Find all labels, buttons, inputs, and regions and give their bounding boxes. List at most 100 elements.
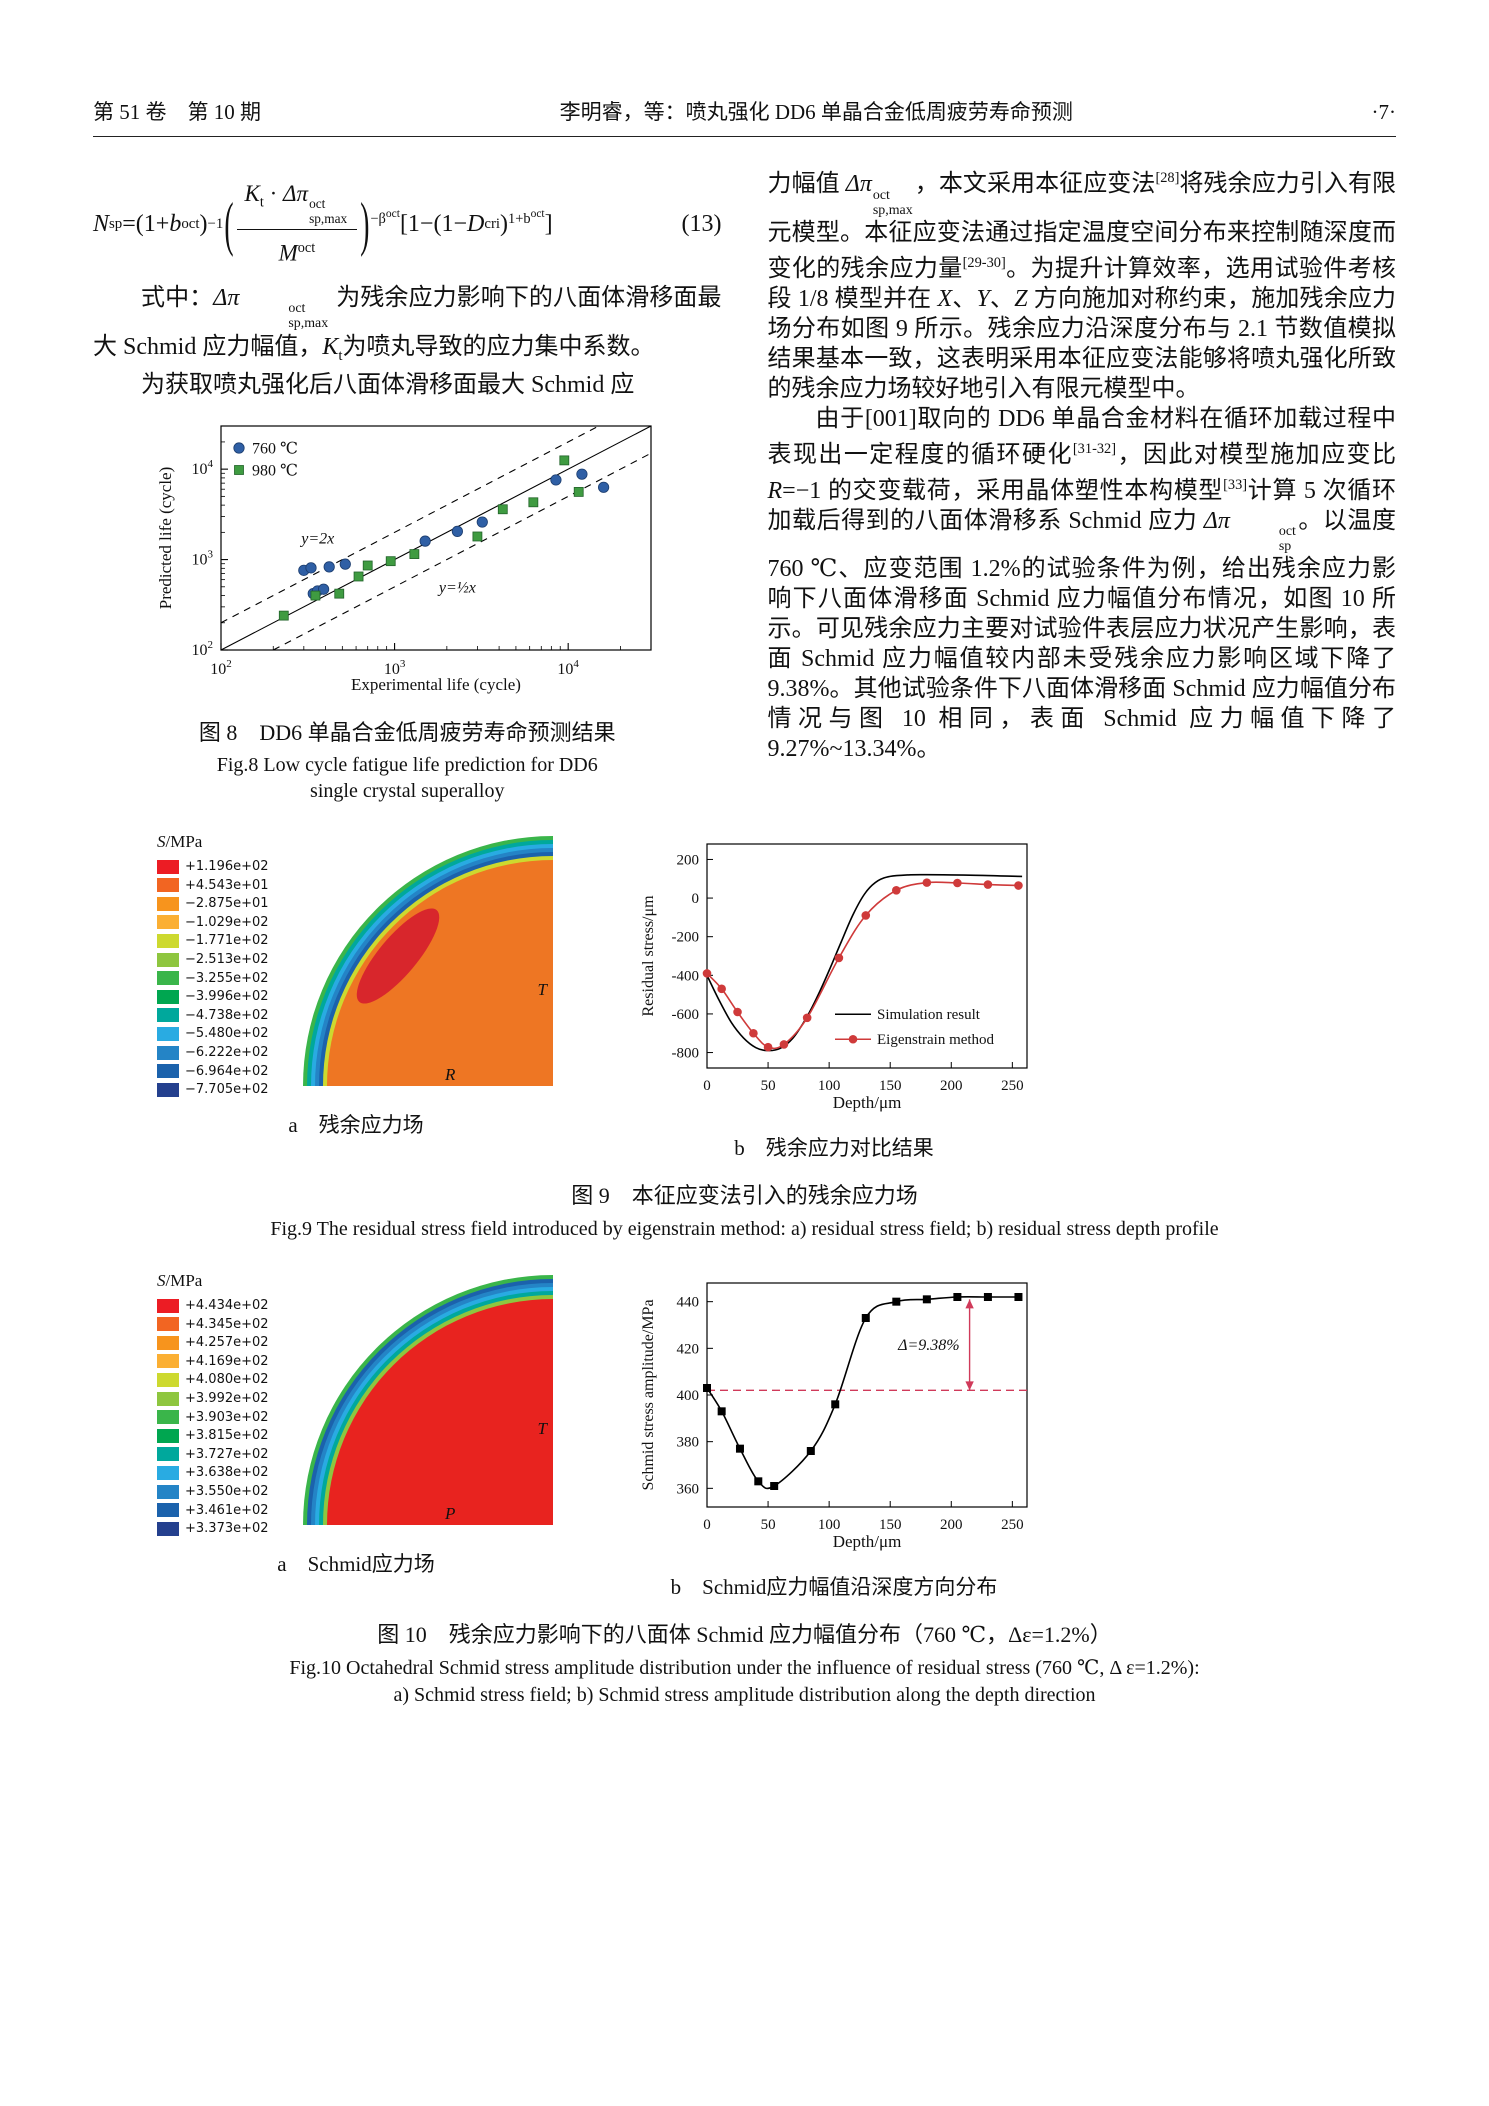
svg-text:380: 380 <box>677 1435 700 1451</box>
fig9-caption-zh: 图 9 本征应变法引入的残余应力场 <box>571 1183 918 1209</box>
legend-swatch <box>157 1428 179 1443</box>
legend-value: −6.964e+02 <box>185 1063 269 1079</box>
legend-value: +3.373e+02 <box>185 1521 269 1537</box>
equation-number: (13) <box>681 210 722 237</box>
fig9a-contour-plot: TR <box>303 836 553 1087</box>
fig8-caption-zh: 图 8 DD6 单晶合金低周疲劳寿命预测结果 <box>198 720 616 746</box>
svg-text:102: 102 <box>211 658 233 678</box>
svg-text:0: 0 <box>703 1078 711 1094</box>
legend-entry: −3.255e+02 <box>157 969 295 988</box>
svg-text:Schmid stress amplitude/MPa: Schmid stress amplitude/MPa <box>640 1300 657 1491</box>
legend-swatch <box>157 1503 179 1518</box>
legend-value: −2.513e+02 <box>185 952 269 968</box>
legend-swatch <box>157 1008 179 1023</box>
legend-swatch <box>157 1064 179 1079</box>
legend-value: +3.903e+02 <box>185 1409 269 1425</box>
legend-value: +3.992e+02 <box>185 1391 269 1407</box>
svg-text:y=½x: y=½x <box>437 580 476 597</box>
legend-value: −6.222e+02 <box>185 1045 269 1061</box>
svg-text:Predicted life (cycle): Predicted life (cycle) <box>156 467 175 610</box>
svg-text:P: P <box>444 1504 455 1523</box>
legend-value: +3.638e+02 <box>185 1465 269 1481</box>
fig8-caption-en: Fig.8 Low cycle fatigue life prediction … <box>216 754 598 803</box>
svg-text:0: 0 <box>703 1517 711 1533</box>
legend-entry: −7.705e+02 <box>157 1080 295 1099</box>
svg-text:104: 104 <box>558 658 580 678</box>
legend-entry: +4.080e+02 <box>157 1371 295 1390</box>
fraction: Kt · Δπ oct sp,max Moct <box>236 179 358 269</box>
legend-value: +3.461e+02 <box>185 1502 269 1518</box>
legend-entry: +3.638e+02 <box>157 1464 295 1483</box>
svg-text:50: 50 <box>761 1517 776 1533</box>
right-column: 力幅值 Δπ oct sp,max ，本文采用本征应变法[28]将残余应力引入有限元模… <box>768 163 1397 804</box>
legend-entry: +3.550e+02 <box>157 1482 295 1501</box>
legend-value: +4.434e+02 <box>185 1298 269 1314</box>
legend-swatch <box>157 896 179 911</box>
legend-title: S/MPa <box>157 832 203 852</box>
svg-text:200: 200 <box>940 1517 963 1533</box>
legend-swatch <box>157 1465 179 1480</box>
legend-value: +4.543e+01 <box>185 877 269 893</box>
legend-swatch <box>157 971 179 986</box>
legend-entry: +4.257e+02 <box>157 1333 295 1352</box>
svg-text:104: 104 <box>192 458 214 478</box>
paragraph: 由于[001]取向的 DD6 单晶合金材料在循环加载过程中表现出一定程度的循环硬… <box>767 405 1397 763</box>
fig10a-subcaption: a Schmid应力场 <box>277 1552 435 1577</box>
legend-entry: −2.513e+02 <box>157 950 295 969</box>
svg-text:102: 102 <box>192 639 214 659</box>
svg-text:250: 250 <box>1001 1078 1024 1094</box>
legend-entry: −5.480e+02 <box>157 1025 295 1044</box>
page-header: 第 51 卷 第 10 期 李明睿，等：喷丸强化 DD6 单晶合金低周疲劳寿命预… <box>93 96 1396 137</box>
legend-entry: −2.875e+01 <box>157 894 295 913</box>
legend-swatch <box>157 952 179 967</box>
legend-swatch <box>157 878 179 893</box>
legend-value: +3.815e+02 <box>185 1428 269 1444</box>
legend-entry: +3.727e+02 <box>157 1445 295 1464</box>
fig10b-line-chart: 0 50 100 150 200 250 360 380 400 420 440 Δ=9.38% Dep… <box>640 1282 1028 1551</box>
legend-value: −1.029e+02 <box>185 914 269 930</box>
legend-entry: −6.964e+02 <box>157 1062 295 1081</box>
legend-swatch <box>157 1521 179 1536</box>
fig9a-color-legend: S/MPa +1.196e+02 +4.543e+01 −2.875e+01 −1.02… <box>157 830 295 1099</box>
legend-value: −3.255e+02 <box>185 970 269 986</box>
legend-value: +1.196e+02 <box>185 859 269 875</box>
svg-text:250: 250 <box>1001 1517 1024 1533</box>
figure-8: 102 102 103 103 104 104 y=2x y=½x 760 ℃ 980 ℃ Expe… <box>93 412 722 804</box>
legend-value: −5.480e+02 <box>185 1026 269 1042</box>
svg-text:400: 400 <box>677 1388 700 1404</box>
svg-text:Residual stress/μm: Residual stress/μm <box>640 895 657 1017</box>
svg-text:150: 150 <box>879 1517 902 1533</box>
eq-var: N <box>93 210 110 237</box>
fig9b-subcaption: b 残余应力对比结果 <box>734 1136 934 1161</box>
svg-text:440: 440 <box>677 1295 700 1311</box>
page-number: ·7· <box>1371 100 1397 124</box>
svg-text:Δ=9.38%: Δ=9.38% <box>897 1337 960 1354</box>
legend-value: −3.996e+02 <box>185 989 269 1005</box>
svg-text:-200: -200 <box>672 930 700 946</box>
legend-value: +4.169e+02 <box>185 1353 269 1369</box>
fig9a-subcaption: a 残余应力场 <box>288 1113 424 1138</box>
fig10-caption-zh: 图 10 残余应力影响下的八面体 Schmid 应力幅值分布（760 ℃，Δε=… <box>377 1622 1112 1648</box>
fig9b-line-chart: 0 50 100 150 200 250 200 0 -200 -400 -600 -800 Simul… <box>640 843 1028 1112</box>
svg-text:360: 360 <box>677 1482 700 1498</box>
svg-text:Depth/μm: Depth/μm <box>833 1532 902 1551</box>
legend-swatch <box>157 1484 179 1499</box>
svg-text:0: 0 <box>692 891 700 907</box>
legend-entry: +3.992e+02 <box>157 1389 295 1408</box>
svg-text:150: 150 <box>879 1078 902 1094</box>
legend-swatch <box>157 1410 179 1425</box>
legend-title: S/MPa <box>157 1271 203 1291</box>
running-title: 李明睿，等：喷丸强化 DD6 单晶合金低周疲劳寿命预测 <box>559 100 1073 124</box>
svg-text:T: T <box>538 1419 549 1438</box>
svg-text:100: 100 <box>818 1078 841 1094</box>
fig8-caption: 图 8 DD6 单晶合金低周疲劳寿命预测结果 Fig.8 Low cycle f… <box>93 718 722 804</box>
legend-swatch <box>157 1354 179 1369</box>
legend-swatch <box>157 1082 179 1097</box>
svg-text:103: 103 <box>384 658 406 678</box>
fig10b: 0 50 100 150 200 250 360 380 400 420 440 Δ=9.38% Dep… <box>619 1269 1049 1601</box>
legend-entry: +3.903e+02 <box>157 1408 295 1427</box>
